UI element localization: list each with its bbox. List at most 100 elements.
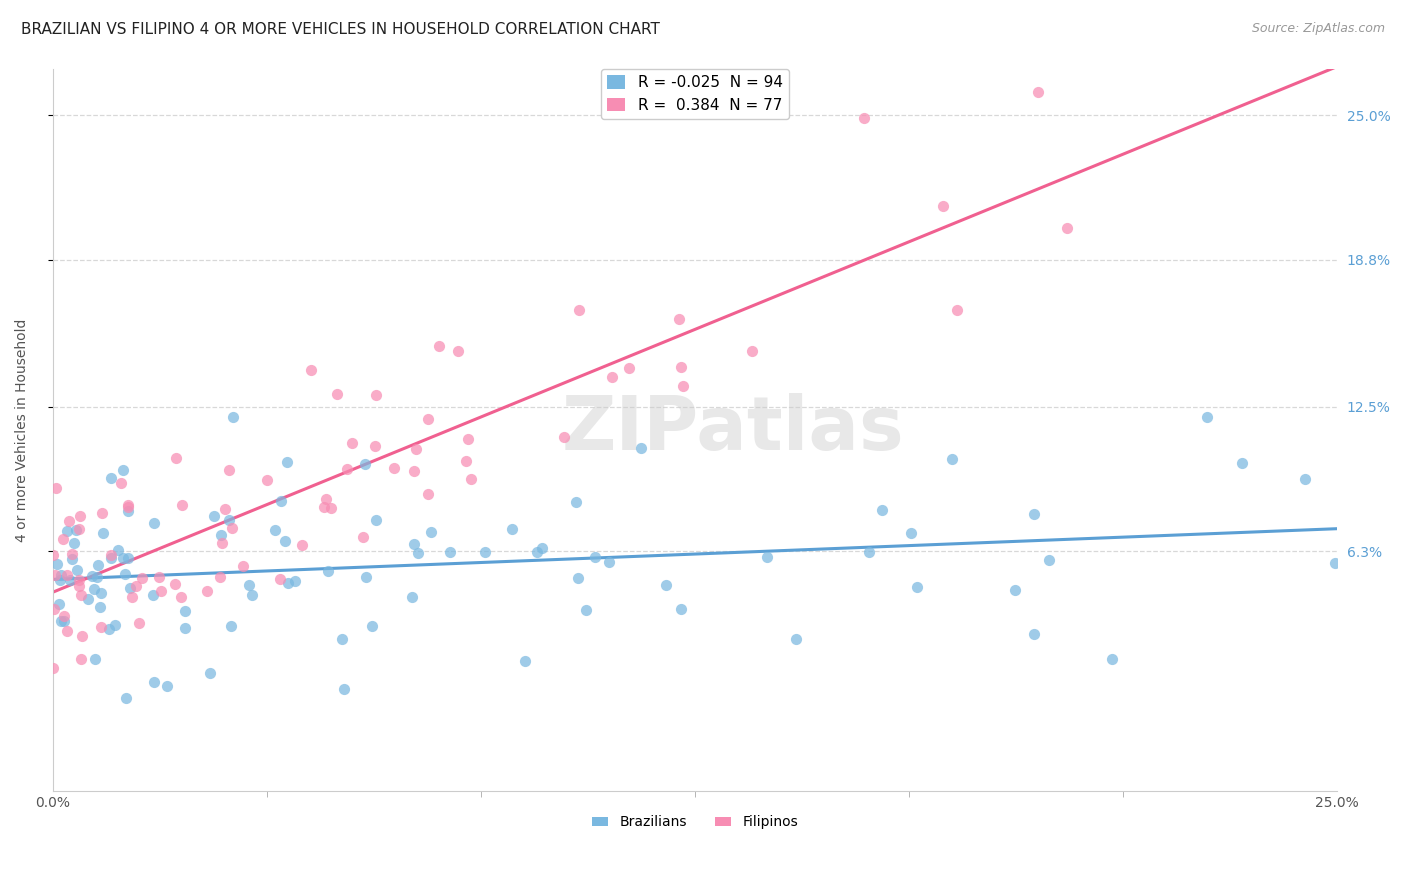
Point [209,527,232,541]
Point [125,579,148,593]
Point [59,573,82,587]
Point [1056,221,1078,235]
Point [83,582,105,596]
Point [600,369,623,384]
Point [1022,627,1045,641]
Point [117,498,139,512]
Point [585,549,607,564]
Text: BRAZILIAN VS FILIPINO 4 OR MORE VEHICLES IN HOUSEHOLD CORRELATION CHART: BRAZILIAN VS FILIPINO 4 OR MORE VEHICLES… [21,22,659,37]
Point [115,691,138,706]
Point [617,361,640,376]
Point [454,454,477,468]
Point [858,545,880,559]
Point [402,537,425,551]
Point [325,387,347,401]
Point [1026,85,1049,99]
Point [853,112,876,126]
Point [314,500,336,514]
Point [361,619,384,633]
Point [60,551,83,566]
Point [741,344,763,359]
Point [405,442,427,456]
Point [333,682,356,697]
Point [131,571,153,585]
Point [87,558,110,572]
Point [60,547,83,561]
Point [142,674,165,689]
Point [526,545,548,559]
Point [330,632,353,646]
Point [89,599,111,614]
Point [353,457,375,471]
Point [672,378,695,392]
Point [457,432,479,446]
Point [256,473,278,487]
Point [100,550,122,565]
Point [669,602,692,616]
Point [321,500,343,515]
Point [219,619,242,633]
Point [905,580,928,594]
Point [65,523,87,537]
Point [447,343,470,358]
Point [48,597,70,611]
Point [211,535,233,549]
Point [299,363,322,377]
Point [142,588,165,602]
Point [117,500,139,514]
Point [460,472,482,486]
Point [1324,556,1347,570]
Point [240,588,263,602]
Point [402,464,425,478]
Point [56,624,79,638]
Point [80,569,103,583]
Point [174,604,197,618]
Point [42,661,65,675]
Point [84,651,107,665]
Point [53,614,76,628]
Point [364,388,387,402]
Point [567,571,589,585]
Text: Source: ZipAtlas.com: Source: ZipAtlas.com [1251,22,1385,36]
Point [112,550,135,565]
Point [69,652,91,666]
Point [565,495,588,509]
Point [419,524,441,539]
Point [156,679,179,693]
Point [1024,507,1046,521]
Point [70,629,93,643]
Point [172,498,194,512]
Point [67,579,90,593]
Text: ZIPatlas: ZIPatlas [562,393,904,467]
Point [91,525,114,540]
Point [56,524,79,538]
Point [114,566,136,581]
Point [163,577,186,591]
Point [274,533,297,548]
Point [755,550,778,565]
Point [53,609,76,624]
Point [270,494,292,508]
Point [553,430,575,444]
Point [62,535,84,549]
Point [77,591,100,606]
Point [291,538,314,552]
Point [354,570,377,584]
Point [340,436,363,450]
Point [49,573,72,587]
Point [202,509,225,524]
Point [655,578,678,592]
Point [277,575,299,590]
Point [117,551,139,566]
Point [870,503,893,517]
Point [90,620,112,634]
Point [45,482,67,496]
Point [100,471,122,485]
Point [70,588,93,602]
Point [238,577,260,591]
Point [406,546,429,560]
Point [221,521,243,535]
Point [401,590,423,604]
Point [1004,583,1026,598]
Point [49,568,72,582]
